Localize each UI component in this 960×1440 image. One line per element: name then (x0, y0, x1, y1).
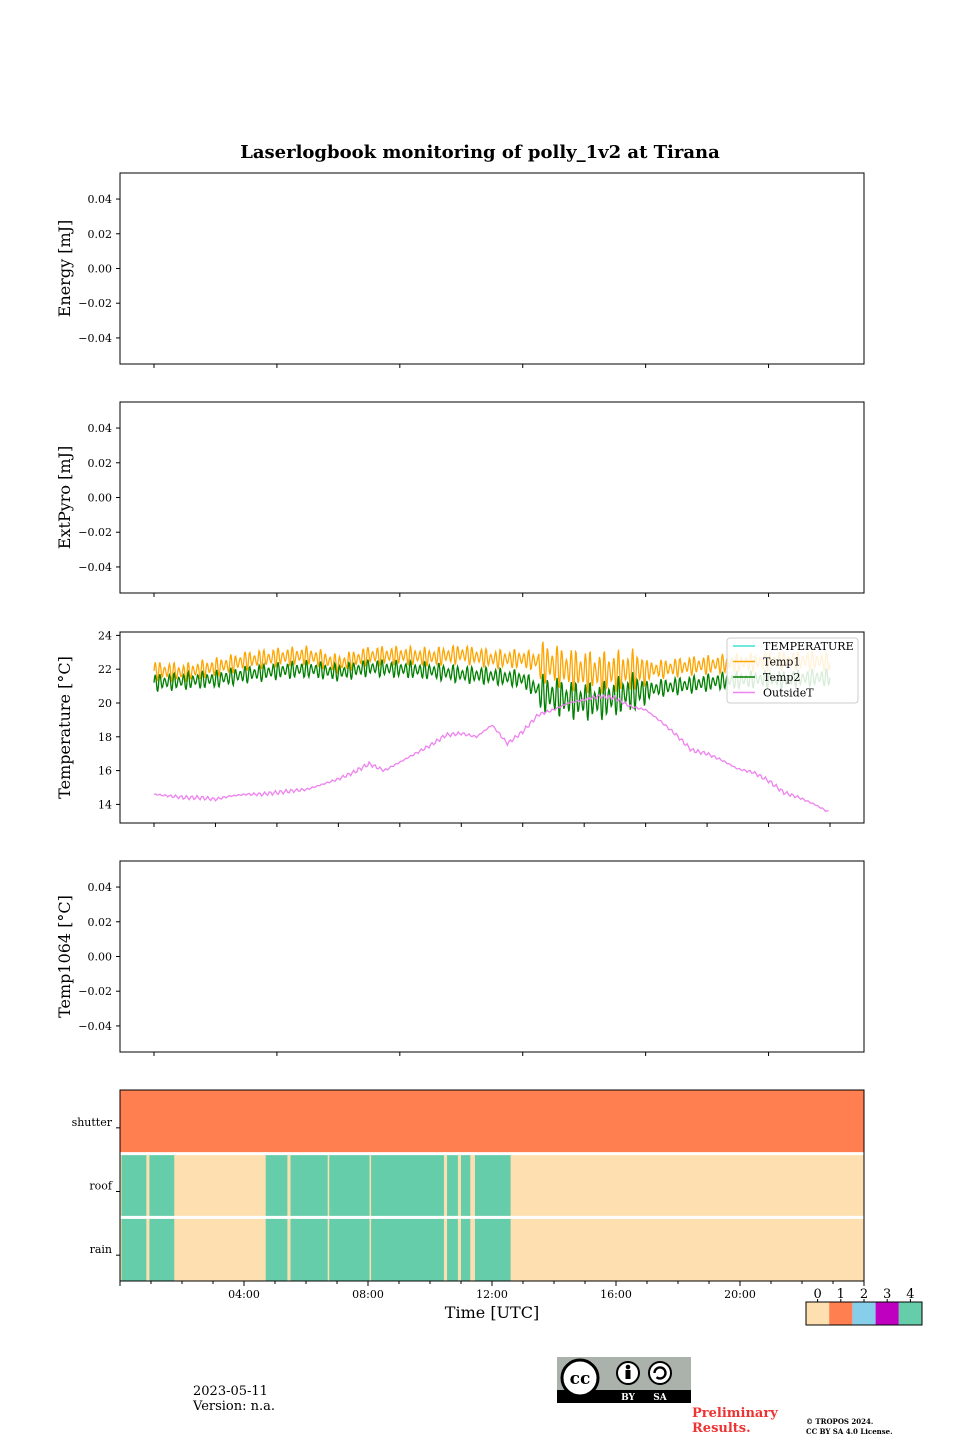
rain-status-segment (290, 1217, 328, 1281)
legend-entry: Temp1 (763, 656, 800, 669)
axes-frame (119, 172, 865, 365)
preliminary-results-note: Preliminary Results. (692, 1406, 778, 1436)
roof-status-segment (166, 1153, 175, 1218)
axes-panel-2: 0.04 0.02 0.00 −0.02 −0.04 (78, 401, 865, 597)
x-tick-label: 04:00 (228, 1288, 260, 1301)
license-line: CC BY SA 4.0 License. (806, 1427, 893, 1436)
rain-status-segment (461, 1217, 471, 1281)
y-axis-label: ExtPyro [mJ] (55, 446, 74, 549)
colorbar-tick-label: 0 (813, 1287, 821, 1302)
x-tick-label: 08:00 (352, 1288, 384, 1301)
colorbar-segment-2 (852, 1302, 876, 1325)
rain-status-segment (166, 1217, 175, 1281)
y-tick-label: 0.02 (88, 228, 113, 241)
y-tick-label: 14 (98, 798, 112, 811)
y-tick-label: 0.04 (88, 881, 113, 894)
legend: TEMPERATURE Temp1 Temp2 OutsideT (726, 637, 859, 704)
shutter-status-bar (120, 1090, 864, 1154)
cc-by-sa-logo: cc BY SA (557, 1357, 691, 1403)
y-tick-label: 16 (98, 765, 112, 778)
series-line-temp1 (153, 641, 831, 694)
rain-status-segment (447, 1217, 458, 1281)
y-tick-label: 0.02 (88, 457, 113, 470)
cc-icon (560, 1358, 600, 1398)
y-tick-label: 24 (98, 629, 112, 642)
y-tick-label: 0.00 (88, 263, 113, 276)
y-tick-label: 0.04 (88, 193, 113, 206)
row-label-roof: roof (89, 1180, 113, 1193)
colorbar-tick-label: 3 (883, 1287, 891, 1302)
y-tick-label: 22 (98, 663, 112, 676)
cc-sa-label: SA (653, 1393, 667, 1403)
y-tick-label: −0.02 (78, 297, 112, 310)
roof-status-segment (461, 1153, 471, 1218)
colorbar-segment-3 (875, 1302, 899, 1325)
y-tick-label: 0.00 (88, 492, 113, 505)
legend-box (726, 637, 859, 704)
y-tick-label: 0.04 (88, 422, 113, 435)
roof-status-segment (121, 1153, 147, 1218)
roof-status-segment (290, 1153, 328, 1218)
roof-status-segment (265, 1153, 288, 1218)
y-tick-label: 0.00 (88, 951, 113, 964)
axes-panel-status: shutter roof rain 04:00 08:00 12:00 16:00 20:00… (72, 1089, 923, 1326)
series-line-outsidet (153, 693, 829, 813)
x-tick-label: 12:00 (476, 1288, 508, 1301)
legend-entry: TEMPERATURE (763, 640, 854, 653)
row-label-shutter: shutter (72, 1116, 113, 1129)
sa-icon (648, 1361, 672, 1385)
legend-entry: Temp2 (763, 671, 800, 684)
svg-text:cc: cc (570, 1369, 591, 1389)
figure-title: Laserlogbook monitoring of polly_1v2 at … (240, 142, 720, 163)
axes-panel-temperature: 24 22 20 18 16 14 TEMPERATURE Temp1 Temp2 Outside… (98, 629, 865, 827)
x-tick-label: 20:00 (724, 1288, 756, 1301)
y-axis-label: Temperature [°C] (55, 656, 74, 799)
copyright-line: © TROPOS 2024. (806, 1417, 874, 1426)
rain-status-segment (149, 1217, 167, 1281)
axes-panel-4: 0.04 0.02 0.00 −0.02 −0.04 (78, 860, 865, 1056)
y-tick-label: 20 (98, 697, 112, 710)
axes-frame (119, 401, 865, 594)
y-tick-label: −0.04 (78, 561, 112, 574)
series-line-temp2 (153, 658, 831, 721)
roof-status-segment (474, 1153, 511, 1218)
rain-status-segment (371, 1217, 444, 1281)
colorbar-tick-label: 4 (906, 1287, 914, 1302)
roof-status-segment (149, 1153, 167, 1218)
y-axis-label: Temp1064 [°C] (55, 895, 74, 1018)
colorbar-tick-label: 1 (837, 1287, 845, 1302)
y-tick-label: 18 (98, 731, 112, 744)
colorbar-segment-0 (806, 1302, 830, 1325)
legend-entry: OutsideT (763, 687, 814, 700)
x-axis-label: Time [UTC] (445, 1303, 539, 1322)
y-tick-label: 0.02 (88, 916, 113, 929)
axes-frame (119, 860, 865, 1053)
roof-status-segment (371, 1153, 444, 1218)
colorbar-segment-4 (898, 1302, 922, 1325)
rain-status-segment (265, 1217, 288, 1281)
rain-status-segment (121, 1217, 147, 1281)
rain-status-segment (329, 1217, 370, 1281)
y-tick-label: −0.02 (78, 985, 112, 998)
cc-by-label: BY (621, 1393, 635, 1403)
y-tick-label: −0.02 (78, 526, 112, 539)
row-label-rain: rain (90, 1243, 112, 1256)
date-label: 2023-05-11 (193, 1384, 268, 1399)
y-axis-label: Energy [mJ] (55, 220, 74, 318)
y-tick-label: −0.04 (78, 332, 112, 345)
date-version-block: 2023-05-11 Version: n.a. (193, 1384, 275, 1414)
roof-status-segment (329, 1153, 370, 1218)
copyright-block: © TROPOS 2024. CC BY SA 4.0 License. (806, 1417, 893, 1437)
axes-frame (119, 631, 865, 824)
axes-panel-1: 0.04 0.02 0.00 −0.02 −0.04 (78, 172, 865, 368)
colorbar-segment-1 (829, 1302, 853, 1325)
version-label: Version: n.a. (193, 1399, 276, 1414)
colorbar-tick-label: 2 (860, 1287, 868, 1302)
x-tick-label: 16:00 (600, 1288, 632, 1301)
rain-status-segment (474, 1217, 511, 1281)
roof-status-segment (447, 1153, 458, 1218)
y-tick-label: −0.04 (78, 1020, 112, 1033)
